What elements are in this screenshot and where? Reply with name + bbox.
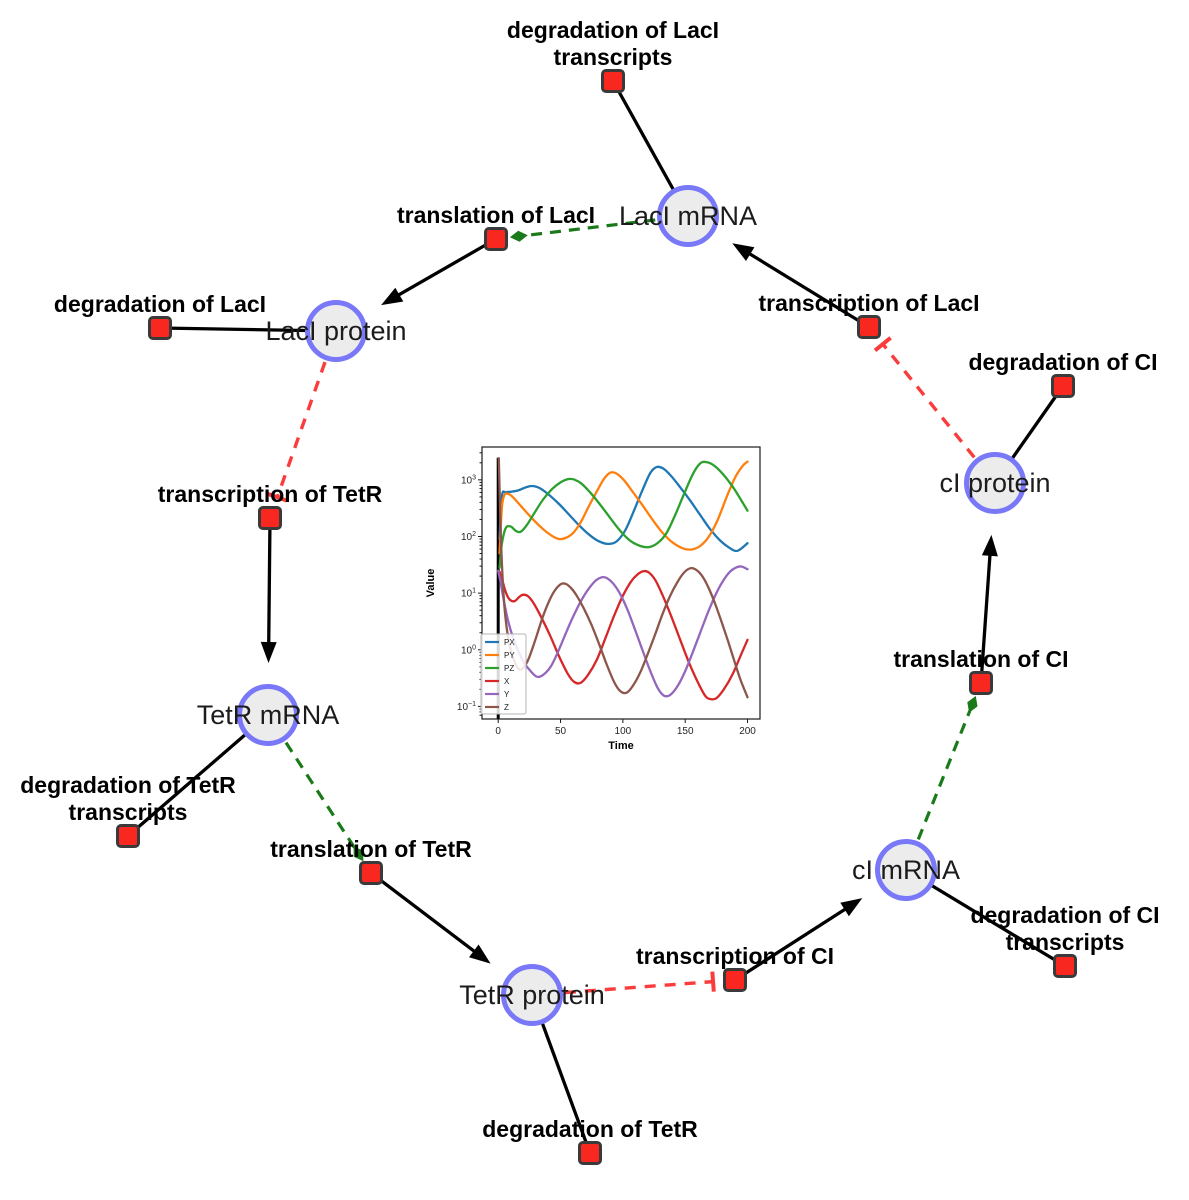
edge-tetr-mrna-translation-tetr — [284, 741, 364, 862]
reaction-node-deg-ci[interactable] — [1051, 374, 1075, 398]
edge-ci-mrna-translation-ci — [916, 696, 978, 840]
reaction-node-translation-tetr[interactable] — [359, 861, 383, 885]
species-node-tetr-mrna[interactable] — [237, 684, 299, 746]
reaction-node-transcription-laci[interactable] — [857, 315, 881, 339]
reaction-node-transcription-ci[interactable] — [723, 968, 747, 992]
reaction-node-deg-tetr[interactable] — [578, 1141, 602, 1165]
legend-entry-Z: Z — [504, 703, 509, 712]
reaction-node-deg-laci-transcripts[interactable] — [601, 69, 625, 93]
x-axis-label: Time — [608, 740, 633, 752]
edge-tetr-protein-transcription-ci — [564, 971, 716, 995]
edge-translation-laci-laci-protein — [381, 237, 497, 306]
edge-ci-protein-transcription-laci — [873, 336, 976, 459]
edge-laci-mrna-translation-laci — [509, 218, 656, 242]
species-node-laci-mrna[interactable] — [657, 185, 719, 247]
reaction-node-deg-laci[interactable] — [148, 316, 172, 340]
edge-laci-protein-transcription-tetr — [267, 361, 327, 503]
edge-transcription-laci-laci-mrna — [732, 243, 870, 329]
timeseries-inset-chart: 0 50 100 150 20010−1100101102103TimeValuePXP… — [420, 430, 770, 765]
legend-entry-PX: PX — [504, 638, 515, 647]
series-X — [498, 569, 749, 701]
x-tick-label: 0 — [495, 726, 501, 737]
chart-plot-area — [496, 457, 749, 719]
reaction-node-deg-tetr-transcripts[interactable] — [116, 824, 140, 848]
edge-transcription-ci-ci-mrna — [734, 898, 863, 982]
legend-entry-PY: PY — [504, 651, 515, 660]
edge-translation-ci-ci-protein — [979, 534, 998, 684]
species-node-ci-mrna[interactable] — [875, 839, 937, 901]
legend-entry-Y: Y — [504, 690, 510, 699]
species-node-laci-protein[interactable] — [305, 300, 367, 362]
series-PY — [498, 460, 749, 555]
species-node-tetr-protein[interactable] — [501, 964, 563, 1026]
edge-translation-tetr-tetr-protein — [370, 871, 491, 964]
edge-transcription-tetr-tetr-mrna — [260, 517, 277, 663]
y-axis-label: Value — [425, 569, 437, 598]
x-tick-label: 100 — [615, 726, 632, 737]
chart-legend: PX PY PZ XYZ — [480, 633, 527, 715]
reaction-node-translation-laci[interactable] — [484, 227, 508, 251]
species-node-ci-protein[interactable] — [964, 452, 1026, 514]
x-tick-label: 50 — [555, 726, 567, 737]
x-tick-label: 200 — [739, 726, 756, 737]
legend-entry-X: X — [504, 677, 510, 686]
series-PX — [498, 465, 749, 553]
reaction-node-translation-ci[interactable] — [969, 671, 993, 695]
series-PZ — [498, 460, 749, 569]
reaction-node-transcription-tetr[interactable] — [258, 506, 282, 530]
legend-entry-PZ: PZ — [504, 664, 514, 673]
plot-frame — [481, 446, 761, 720]
x-tick-label: 150 — [677, 726, 694, 737]
reaction-node-deg-ci-transcripts[interactable] — [1053, 954, 1077, 978]
